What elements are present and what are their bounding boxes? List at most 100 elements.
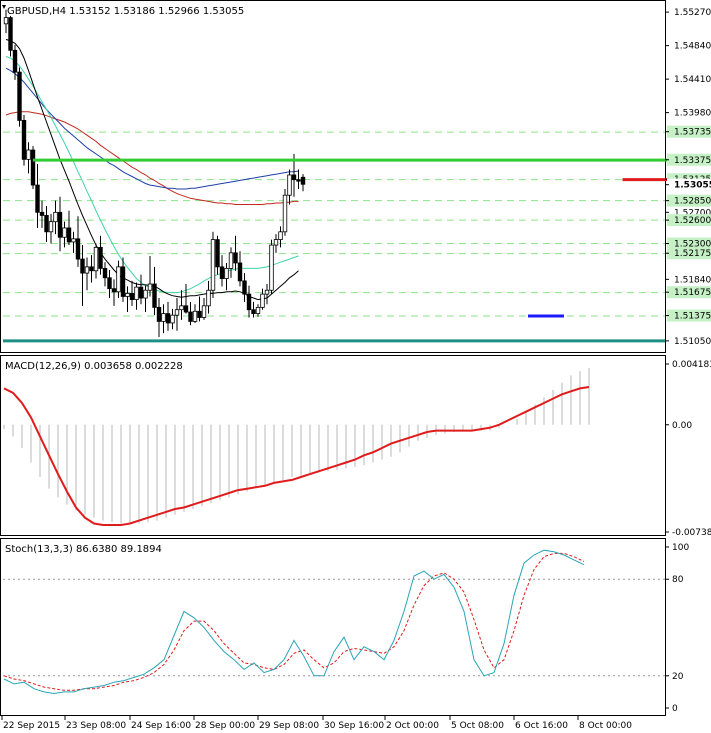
bearish-candle [17, 71, 22, 121]
bearish-candle [233, 252, 238, 264]
level-label: 1.53735 [674, 128, 711, 138]
bearish-candle [237, 262, 243, 282]
bullish-candle [53, 211, 58, 223]
macd-tick-label: -0.007384 [672, 528, 711, 538]
bearish-candle [111, 288, 117, 293]
bearish-candle [57, 211, 63, 238]
macd-tick-label: 0.004183 [672, 360, 711, 370]
bearish-candle [75, 238, 81, 260]
bearish-candle [219, 266, 225, 279]
bullish-candle [84, 266, 90, 274]
level-label: 1.51375 [674, 312, 711, 322]
bullish-candle [273, 239, 279, 246]
bearish-candle [8, 17, 13, 51]
bullish-candle [260, 293, 265, 308]
bearish-candle [89, 266, 94, 272]
macd-axis: 0.004183 0.00 -0.007384 [665, 360, 711, 538]
bullish-candle [170, 314, 175, 324]
level-label-box [667, 309, 711, 322]
ma-blue-line [5, 67, 299, 190]
bearish-candle [12, 49, 18, 73]
time-tick-label: 2 Oct 00:00 [386, 721, 439, 731]
bullish-candle [255, 306, 261, 315]
dashed-levels [3, 131, 665, 317]
bearish-candle [183, 305, 189, 313]
price-tick-label: 1.53980 [674, 109, 711, 119]
time-tick-label: 8 Oct 00:00 [579, 721, 632, 731]
price-axis: 1.55270 1.54840 1.54410 1.53980 1.53735 1.533… [665, 8, 711, 347]
bearish-candle [251, 309, 256, 315]
level-label-box [667, 286, 711, 299]
bullish-candle [116, 266, 121, 293]
bearish-candle [102, 268, 108, 279]
time-tick-label: 5 Oct 08:00 [451, 721, 504, 731]
candlesticks [3, 9, 306, 337]
time-tick-label: 22 Sep 2015 [3, 721, 60, 731]
stoch-series [3, 549, 665, 695]
bullish-candle [71, 238, 76, 243]
level-label-box [667, 214, 711, 227]
stoch-tick-label: 0 [672, 704, 678, 714]
bullish-candle [147, 283, 153, 291]
bullish-candle [201, 305, 207, 318]
level-label: 1.51675 [674, 288, 711, 298]
bullish-candle [224, 268, 229, 279]
bullish-candle [161, 313, 166, 322]
bearish-candle [21, 120, 27, 160]
macd-title: MACD(12,26,9) 0.003658 0.002228 [5, 361, 183, 372]
bullish-candle [179, 305, 184, 311]
level-label-box [667, 247, 711, 260]
time-tick-label: 23 Sep 08:00 [66, 721, 126, 731]
stoch-panel-frame [0, 538, 666, 716]
bearish-candle [35, 184, 40, 213]
time-axis: 22 Sep 2015 23 Sep 08:00 24 Sep 16:00 28 Se… [1, 716, 632, 731]
macd-tick-label: 0.00 [672, 421, 692, 431]
bearish-candle [188, 311, 193, 322]
level-label: 1.52300 [674, 239, 711, 249]
bearish-candle [80, 258, 85, 274]
bearish-candle [138, 286, 144, 299]
bullish-candle [287, 174, 292, 196]
bullish-candle [206, 289, 211, 307]
bearish-candle [246, 293, 252, 311]
bearish-candle [107, 277, 112, 290]
time-tick-label: 24 Sep 16:00 [131, 721, 191, 731]
bullish-candle [93, 246, 99, 272]
level-label-box [667, 334, 711, 347]
bearish-candle [165, 313, 171, 324]
bullish-candle [26, 149, 31, 160]
bearish-candle [215, 239, 220, 268]
bearish-candle [156, 306, 162, 322]
bullish-candle [48, 221, 54, 233]
price-tick-label: 1.55270 [674, 8, 711, 18]
level-label-box [667, 237, 711, 250]
bearish-candle [291, 174, 297, 181]
level-label: 1.52600 [674, 216, 711, 226]
bullish-candle [264, 289, 270, 295]
level-label: 1.51050 [674, 337, 711, 347]
bullish-candle [210, 239, 216, 291]
price-panel-frame [0, 0, 666, 353]
stoch-title: Stoch(13,3,3) 86.6380 89.1894 [5, 544, 162, 555]
bullish-candle [282, 194, 288, 233]
current-price-box [667, 178, 711, 191]
bullish-candle [3, 17, 9, 25]
level-label-box [667, 194, 711, 207]
current-price-label: 1.53055 [674, 181, 711, 191]
bullish-candle [134, 286, 139, 300]
level-label: 1.51840 [674, 275, 711, 285]
stoch-axis: 100 80 20 0 [665, 543, 689, 714]
bearish-candle [66, 227, 72, 243]
stoch-tick-label: 20 [672, 672, 684, 682]
bearish-candle [30, 149, 36, 186]
stoch-tick-label: 100 [672, 543, 689, 553]
bullish-candle [228, 252, 234, 269]
macd-series [3, 368, 590, 526]
price-tick-label: 1.54410 [674, 75, 711, 85]
bearish-candle [197, 310, 202, 318]
bearish-candle [152, 283, 157, 308]
flag-icon [2, 5, 6, 9]
time-tick-label: 28 Sep 00:00 [195, 721, 255, 731]
stoch-signal-line [3, 552, 585, 691]
